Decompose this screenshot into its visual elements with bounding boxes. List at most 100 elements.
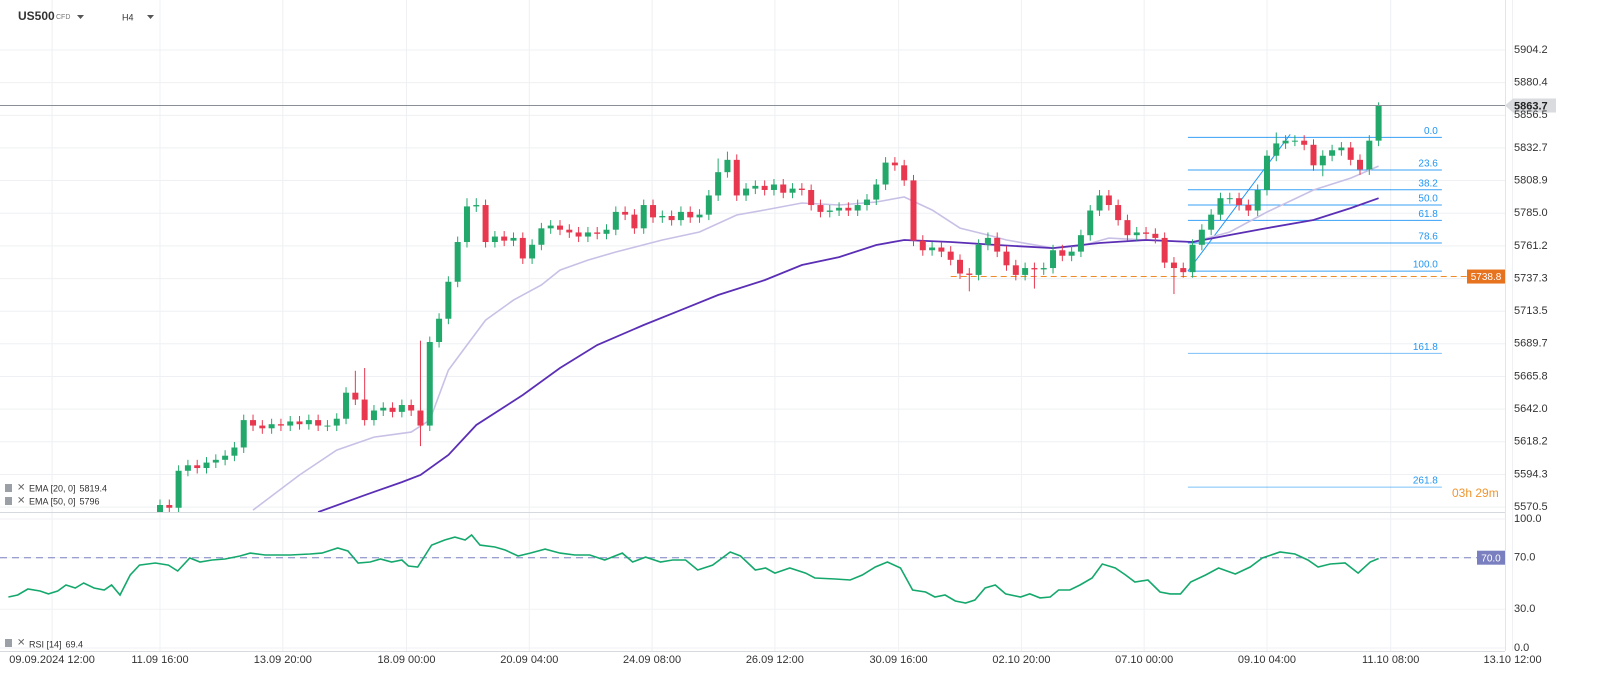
candle-body [566, 229, 573, 233]
candle-body [631, 214, 638, 229]
candle-body [1282, 140, 1289, 144]
candle-body [1133, 232, 1140, 236]
candle-body [1012, 265, 1019, 275]
candle-body [1050, 250, 1057, 269]
x-tick-label: 30.09 16:00 [870, 654, 928, 666]
y-tick-label: 5570.5 [1514, 501, 1548, 513]
candle-body [380, 407, 387, 411]
close-icon[interactable]: ✕ [17, 483, 25, 494]
candle-body [1291, 140, 1298, 142]
candle-body [640, 205, 647, 229]
legend-label: RSI [14] [29, 639, 62, 649]
y-tick-label: 5713.5 [1514, 305, 1548, 317]
candle-body [417, 410, 424, 426]
x-tick-label: 11.10 08:00 [1362, 654, 1419, 666]
rsi-tick-label: 70.0 [1514, 552, 1535, 564]
candle-body [370, 410, 377, 421]
candle-body [1245, 205, 1252, 211]
layers: 5863.7 5738.8 03h 29m 70.0 [0, 98, 1556, 604]
candle-body [1319, 155, 1326, 166]
candle-body [491, 236, 498, 243]
candle-body [203, 462, 210, 469]
candle-body [324, 425, 331, 427]
candle-body [817, 205, 824, 212]
candle-body [919, 240, 926, 251]
candle-body [1198, 229, 1205, 245]
candle-body [1366, 140, 1373, 170]
fib-label: 61.8 [1418, 209, 1438, 220]
candle-body [966, 273, 973, 275]
y-tick-label: 5761.2 [1514, 240, 1548, 252]
candle-body [761, 185, 768, 190]
candle-body [994, 237, 1001, 252]
candle-body [287, 421, 294, 426]
candle-body [780, 184, 787, 193]
candle-body [1338, 147, 1345, 151]
candle-body [1180, 268, 1187, 273]
candle-body [891, 162, 898, 166]
candle-body [1310, 144, 1317, 166]
legend-rsi[interactable]: ✕ RSI [14] [5, 638, 62, 650]
candle-body [398, 405, 405, 412]
close-icon[interactable]: ✕ [17, 638, 25, 649]
candle-body [1329, 150, 1336, 156]
candle-body [194, 465, 201, 469]
candle-body [1347, 147, 1354, 160]
candle-body [231, 447, 238, 456]
settings-icon[interactable] [5, 639, 12, 647]
candle-body [315, 420, 322, 426]
candle-body [352, 392, 359, 400]
legend-ema20[interactable]: ✕ EMA [20, 0] [5, 483, 76, 494]
candle-body [584, 232, 591, 237]
candle-body [454, 242, 461, 282]
candle-body [863, 199, 870, 206]
settings-icon[interactable] [5, 484, 12, 492]
candle-body [1068, 251, 1075, 256]
legend-ema50[interactable]: ✕ EMA [50, 0] [5, 496, 76, 507]
candle-body [389, 407, 396, 412]
candle-body [1217, 198, 1224, 215]
stop-level-badge [1467, 269, 1505, 284]
candle-body [603, 229, 610, 234]
legend-value: 5819.4 [80, 483, 108, 493]
candle-body [240, 420, 247, 448]
legend-value: 69.4 [66, 639, 84, 649]
candle-body [436, 318, 443, 343]
candle-body [463, 206, 470, 243]
fib-label: 161.8 [1413, 342, 1438, 353]
candle-body [259, 425, 266, 429]
candle-body [1170, 262, 1177, 269]
candle-body [1124, 220, 1131, 236]
settings-icon[interactable] [5, 497, 12, 505]
candle-body [1301, 140, 1308, 145]
y-tick-label: 5856.5 [1514, 109, 1548, 121]
candle-body [901, 165, 908, 181]
candle-body [501, 236, 508, 241]
x-tick-label: 26.09 12:00 [746, 654, 804, 666]
candle-body [854, 205, 861, 211]
symbol-dropdown[interactable] [77, 15, 84, 19]
candle-body [612, 211, 619, 230]
y-tick-label: 5665.8 [1514, 370, 1548, 382]
candle-body [445, 281, 452, 319]
candle-body [1254, 189, 1261, 211]
candle-body [1236, 198, 1243, 206]
candle-body [1040, 268, 1047, 270]
candle-body [1226, 198, 1233, 200]
legend-label: EMA [20, 0] [29, 483, 76, 493]
candle-body [1003, 251, 1010, 266]
candle-body [222, 455, 229, 460]
symbol[interactable]: US500 [18, 9, 55, 23]
rsi-tick-label: 100.0 [1514, 513, 1542, 525]
interval[interactable]: H4 [122, 12, 134, 22]
y-tick-label: 5737.3 [1514, 273, 1548, 285]
candle-body [1161, 237, 1168, 263]
interval-dropdown[interactable] [147, 15, 154, 19]
candle-body [938, 247, 945, 252]
close-icon[interactable]: ✕ [17, 496, 25, 507]
x-tick-label: 07.10 00:00 [1115, 654, 1173, 666]
candle-body [752, 185, 759, 189]
candle-body [622, 211, 629, 215]
fib-label: 0.0 [1424, 126, 1438, 137]
